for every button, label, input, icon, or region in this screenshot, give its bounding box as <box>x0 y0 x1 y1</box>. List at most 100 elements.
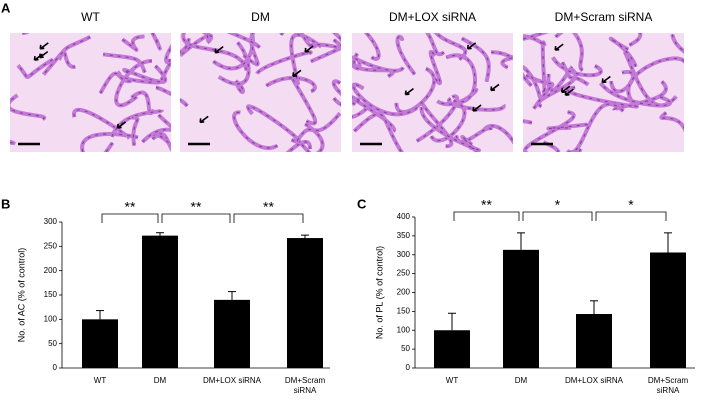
vessel-core <box>445 54 476 103</box>
x-tick-label: DM+LOX siRNA <box>564 376 623 385</box>
y-tick-label: 150 <box>44 290 58 299</box>
y-tick-label: 150 <box>397 306 411 315</box>
vessel <box>523 110 576 152</box>
vessel <box>80 131 139 152</box>
vessel-core <box>103 53 146 73</box>
y-tick-label: 200 <box>44 266 58 275</box>
x-tick-label: DM <box>153 376 167 385</box>
arrow <box>564 88 574 96</box>
significance-label: ** <box>481 197 492 213</box>
vessel-core <box>131 91 155 114</box>
vessels <box>10 33 171 152</box>
vessel-core <box>333 80 341 95</box>
error-bar <box>664 232 672 253</box>
bar <box>503 249 539 368</box>
vessel-core <box>547 123 588 130</box>
error-bar <box>228 291 236 300</box>
bar <box>287 238 323 368</box>
vessel-core <box>421 103 452 147</box>
vessel-core <box>578 148 582 152</box>
error-bar <box>96 310 104 320</box>
bar <box>82 319 118 368</box>
x-tick-label-box: DM+LOX siRNA <box>564 376 623 385</box>
vessel-core <box>430 51 441 84</box>
image-title: WT <box>81 10 100 24</box>
arrow <box>116 121 127 129</box>
vessel <box>433 33 468 61</box>
vessel-core <box>353 53 394 77</box>
vessel-core <box>352 83 418 115</box>
vessel-core <box>165 46 171 63</box>
x-tick-label: DM+LOX siRNA <box>202 376 261 385</box>
vessel <box>22 33 30 36</box>
micrograph <box>10 33 171 152</box>
x-tick-label-box: DM+Scram siRNA <box>648 376 688 395</box>
error-bar <box>590 300 598 315</box>
vessel <box>226 33 262 50</box>
significance-label: ** <box>125 199 136 215</box>
arrow <box>292 69 302 78</box>
image-title: DM+Scram siRNA <box>555 10 653 24</box>
vessel-core <box>256 51 312 75</box>
vessel <box>131 115 140 146</box>
y-tick-label: 300 <box>397 250 411 259</box>
vessel-core <box>613 81 667 111</box>
y-tick-label: 100 <box>397 325 411 334</box>
image-title: DM <box>251 10 270 24</box>
image-title: DM+LOX siRNA <box>389 10 476 24</box>
vessel-core <box>111 109 163 138</box>
vessels <box>180 33 341 152</box>
vessel <box>332 96 341 107</box>
vessel-core <box>430 101 466 142</box>
vessel-core <box>542 42 546 95</box>
vessel <box>157 113 171 129</box>
y-tick-label: 100 <box>44 314 58 323</box>
x-tick-label-box: WT <box>93 376 107 385</box>
vessel <box>352 53 405 73</box>
panel-label: B <box>1 196 10 211</box>
y-axis-label: No. of AC (% of control) <box>16 248 26 343</box>
error-bar <box>301 234 309 239</box>
arrow <box>33 53 43 61</box>
y-tick-label: 200 <box>397 288 411 297</box>
vessel <box>289 33 323 86</box>
vessel-core <box>352 101 368 118</box>
vessel-core <box>523 35 544 45</box>
vessels <box>523 33 684 152</box>
vessel-core <box>455 127 492 143</box>
vessel <box>577 147 583 152</box>
vessel-core <box>353 113 403 152</box>
vessel-core <box>365 33 380 60</box>
y-tick-label: 0 <box>53 363 58 372</box>
bar <box>576 314 612 368</box>
arrow <box>39 42 49 50</box>
x-tick-label: WT <box>93 376 107 385</box>
vessel <box>395 34 417 76</box>
arrow <box>214 46 224 54</box>
panel-label: A <box>1 0 11 15</box>
panel-label: C <box>357 196 367 211</box>
vessel <box>352 60 362 71</box>
vessel-core <box>204 33 213 42</box>
vessel-core <box>115 60 153 106</box>
vessel-core <box>122 35 145 51</box>
x-tick-label-box: DM+Scram siRNA <box>285 376 325 395</box>
y-axis-label: No. of PL (% of control) <box>374 246 384 339</box>
vessel-core <box>426 33 445 55</box>
bar <box>214 299 250 368</box>
vessel <box>565 102 625 152</box>
vessel <box>180 98 189 108</box>
significance-bracket <box>453 211 520 221</box>
vessel <box>10 139 16 146</box>
vessel-core <box>218 42 250 85</box>
vessel-core <box>243 33 259 66</box>
y-tick-label: 400 <box>397 212 411 221</box>
vessel-core <box>628 57 684 103</box>
vessel <box>331 33 341 48</box>
significance-bracket <box>233 213 304 223</box>
x-tick-label: DM <box>514 376 528 385</box>
image-bg <box>10 33 171 152</box>
vessel-core <box>543 141 559 152</box>
micrograph <box>180 33 341 152</box>
vessel-core <box>10 94 45 120</box>
